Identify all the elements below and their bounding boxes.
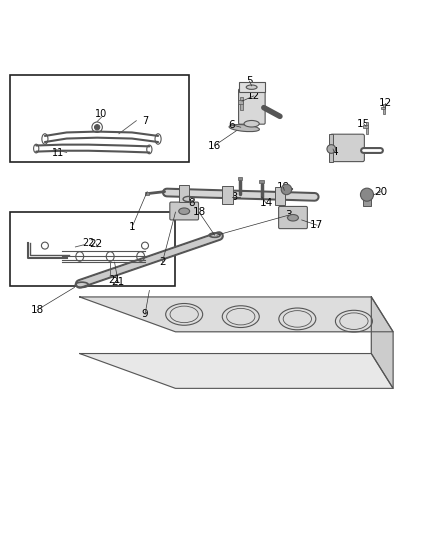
Text: 17: 17 (310, 220, 324, 230)
Text: 13: 13 (226, 192, 239, 202)
Bar (366, 122, 368, 134)
Ellipse shape (229, 125, 259, 132)
Bar (381, 107, 385, 109)
Circle shape (327, 144, 336, 154)
Text: 21: 21 (108, 274, 121, 285)
Bar (363, 197, 371, 206)
Polygon shape (371, 297, 393, 389)
Text: 22: 22 (90, 239, 103, 249)
Text: 2: 2 (159, 257, 166, 267)
Text: 12: 12 (378, 98, 392, 108)
Text: 14: 14 (259, 198, 272, 208)
Text: 8: 8 (189, 198, 195, 208)
Text: 10: 10 (95, 109, 108, 119)
Bar (240, 97, 243, 110)
Polygon shape (80, 353, 393, 389)
Bar (259, 180, 264, 183)
Text: 4: 4 (331, 148, 338, 157)
FancyBboxPatch shape (279, 206, 307, 229)
Text: 3: 3 (285, 210, 292, 220)
Text: 20: 20 (374, 187, 388, 197)
Text: 15: 15 (357, 119, 370, 129)
Ellipse shape (179, 208, 190, 214)
Text: 16: 16 (208, 141, 221, 150)
Ellipse shape (288, 214, 298, 221)
Bar (363, 125, 368, 128)
Text: 12: 12 (247, 91, 261, 101)
Bar (145, 192, 149, 195)
Text: 18: 18 (192, 207, 205, 217)
Text: 5: 5 (246, 76, 253, 86)
Text: 1: 1 (129, 222, 135, 232)
FancyBboxPatch shape (330, 134, 364, 161)
Polygon shape (80, 297, 393, 332)
Text: 18: 18 (31, 305, 44, 315)
Circle shape (360, 188, 374, 201)
FancyBboxPatch shape (239, 89, 265, 124)
Text: 19: 19 (277, 182, 290, 192)
Circle shape (281, 184, 292, 195)
Bar (275, 187, 285, 205)
Bar (239, 82, 265, 92)
Text: 22: 22 (82, 238, 95, 247)
Ellipse shape (246, 85, 257, 90)
Ellipse shape (244, 120, 259, 127)
Bar (223, 187, 233, 204)
Bar (238, 100, 243, 104)
Text: 7: 7 (142, 116, 148, 126)
Bar (179, 184, 189, 202)
Bar (383, 104, 385, 114)
Bar (329, 134, 333, 162)
Text: 11: 11 (52, 148, 64, 158)
Text: 21: 21 (111, 277, 125, 287)
Bar (238, 177, 242, 180)
Bar (10, 75, 188, 162)
Circle shape (95, 125, 100, 130)
Bar (10, 212, 176, 286)
FancyBboxPatch shape (170, 202, 198, 220)
Text: 6: 6 (228, 119, 234, 130)
Text: 9: 9 (142, 309, 148, 319)
